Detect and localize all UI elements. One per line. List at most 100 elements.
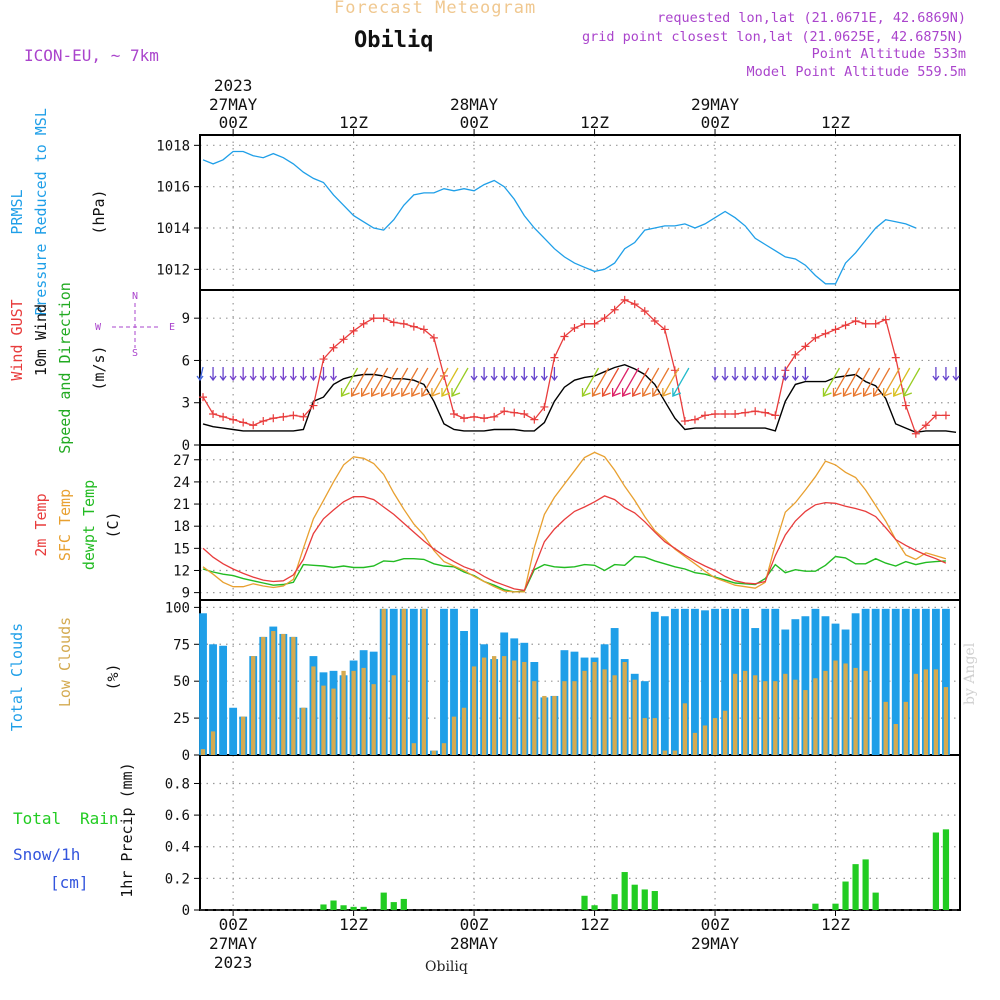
low-clouds-bar [251,656,256,755]
precip-bar [812,903,819,910]
low-clouds-bar [813,678,818,755]
wind-direction-arrow [873,367,891,397]
wind-gust-point [640,307,649,316]
point-altitude: Point Altitude 533m [811,46,966,62]
wind-direction-arrow [209,367,217,382]
clouds-unit-label: (%) [104,663,122,690]
low-clouds-bar [311,666,316,755]
wind-direction-arrow [229,367,237,382]
y-tick-label: 24 [173,475,190,491]
top-time-tick-label: 27MAY [209,95,258,114]
top-time-tick-label: 28MAY [450,95,499,114]
bottom-time-tick-label: 12Z [821,915,850,934]
low-clouds-bar [301,707,306,755]
low-clouds-bar [552,695,557,755]
wind-gust-point [249,421,258,430]
wind-gust-point [480,414,489,423]
wind-gust-point [279,412,288,421]
wind-gust-point [751,407,760,416]
low-clouds-bar [271,631,276,755]
bottom-time-tick-label: 2023 [214,953,253,972]
y-tick-label: 50 [173,674,190,690]
wind-direction-arrow [510,367,518,382]
wind-gust-point [821,329,830,338]
wind-direction-arrow [942,367,950,382]
precip-bar [581,895,588,910]
wind-direction-arrow [652,367,670,397]
gridpoint-coords: grid point closest lon,lat (21.0625E, 42… [581,29,964,45]
wind-direction-arrow [581,367,600,397]
y-tick-label: 0 [182,748,190,764]
low-clouds-bar [582,670,587,755]
low-clouds-bar [722,710,728,755]
wind-direction-arrow [520,367,528,382]
wind-direction-arrow [269,367,277,382]
wind-direction-arrow [371,367,389,397]
wind-gust-point [721,410,730,418]
wind-direction-arrow [550,367,558,382]
low-clouds-bar [481,657,487,755]
compass-w-label: W [95,322,102,333]
wind-direction-arrow [219,367,227,382]
y-tick-label: 3 [182,396,190,412]
low-clouds-bar [843,663,848,755]
low-clouds-bar [913,673,918,755]
wind-gust-point [941,411,950,420]
wind-direction-arrow [309,367,317,382]
wind-direction-arrow [731,367,739,382]
wind-gust-point [761,408,770,417]
wind-direction-arrow [196,366,204,382]
low-clouds-bar [381,608,386,755]
wind-direction-arrow [299,367,307,382]
low-clouds-bar [642,718,647,755]
low-clouds-bar [652,718,657,755]
top-time-tick-label: 00Z [460,113,489,132]
wind-gust-point [811,333,820,342]
wind-gust-point [419,325,428,334]
precip-bar [330,900,337,910]
pressure-label-msl: Pressure Reduced to MSL [32,108,50,316]
total-clouds-bar [871,608,880,755]
chart-title: Forecast Meteogram [334,0,537,18]
precip-bar [621,872,628,910]
wind-gust-point [530,415,539,424]
y-tick-label: 1014 [156,221,190,237]
low-clouds-label: Low Clouds [56,617,74,707]
wind-direction-arrow [622,367,640,397]
y-tick-label: 0.2 [165,871,190,887]
total-clouds-bar [450,608,458,755]
y-tick-label: 75 [173,637,190,653]
low-clouds-bar [692,732,698,755]
compass-e-label: E [169,322,175,333]
model-altitude: Model Point Altitude 559.5m [746,64,966,80]
low-clouds-bar [522,662,527,755]
wind-direction-arrow [632,367,650,397]
wind-direction-arrow [360,367,379,397]
wind-10m-series-line [202,363,957,434]
temperature-frame [199,444,961,601]
wind-gust-point [580,319,589,328]
wind-direction-arrow [862,367,881,397]
low-clouds-bar [461,707,467,755]
y-tick-label: 15 [173,541,190,557]
wind-gust-point [369,314,378,323]
wind-direction-arrow [791,367,799,382]
low-clouds-bar [371,684,376,755]
wind-gust-point [500,407,509,416]
precip-unit-label: 1hr Precip (mm) [118,762,136,897]
precip-bar [350,906,357,910]
y-tick-label: 0 [182,438,190,454]
total-clouds-bar [219,645,228,755]
wind-gust-point [690,415,699,424]
precip-bar [380,892,387,910]
total-clouds-bar [801,616,810,755]
y-tick-label: 0 [182,903,190,919]
top-year-label: 2023 [214,76,253,95]
wind-gust-point [711,410,720,418]
wind-direction-arrow [279,367,287,382]
precip-panel: 0 0.2 0.4 0.6 0.8 [165,754,961,919]
top-time-tick-label: 00Z [701,113,730,132]
temp-unit-label: (C) [104,511,122,538]
wind-direction-arrow [401,367,419,397]
